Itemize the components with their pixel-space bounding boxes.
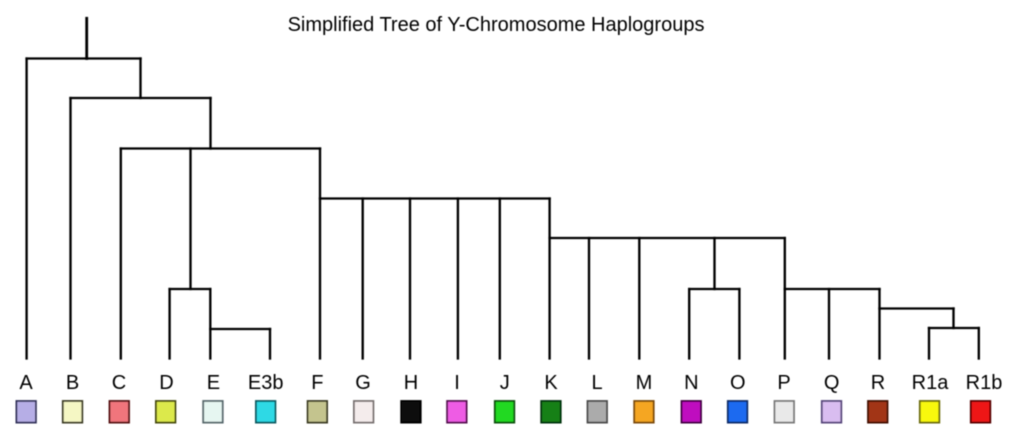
svg-text:F: F [311, 372, 323, 394]
svg-text:R1a: R1a [912, 372, 950, 394]
svg-text:H: H [404, 372, 418, 394]
svg-text:D: D [159, 372, 173, 394]
svg-text:K: K [544, 372, 558, 394]
svg-text:I: I [454, 372, 460, 394]
svg-text:J: J [500, 372, 510, 394]
svg-text:G: G [355, 372, 371, 394]
svg-text:O: O [730, 372, 746, 394]
svg-text:A: A [19, 372, 33, 394]
svg-text:B: B [66, 372, 79, 394]
svg-text:P: P [777, 372, 790, 394]
svg-text:C: C [112, 372, 126, 394]
svg-text:M: M [636, 372, 653, 394]
svg-text:L: L [591, 372, 602, 394]
svg-text:E3b: E3b [248, 372, 284, 394]
svg-text:E: E [207, 372, 220, 394]
svg-text:Q: Q [824, 372, 840, 394]
svg-text:Simplified Tree of Y-Chromosom: Simplified Tree of Y-Chromosome Haplogro… [288, 14, 705, 36]
svg-text:R: R [871, 372, 885, 394]
svg-text:R1b: R1b [966, 372, 1003, 394]
svg-text:N: N [684, 372, 698, 394]
